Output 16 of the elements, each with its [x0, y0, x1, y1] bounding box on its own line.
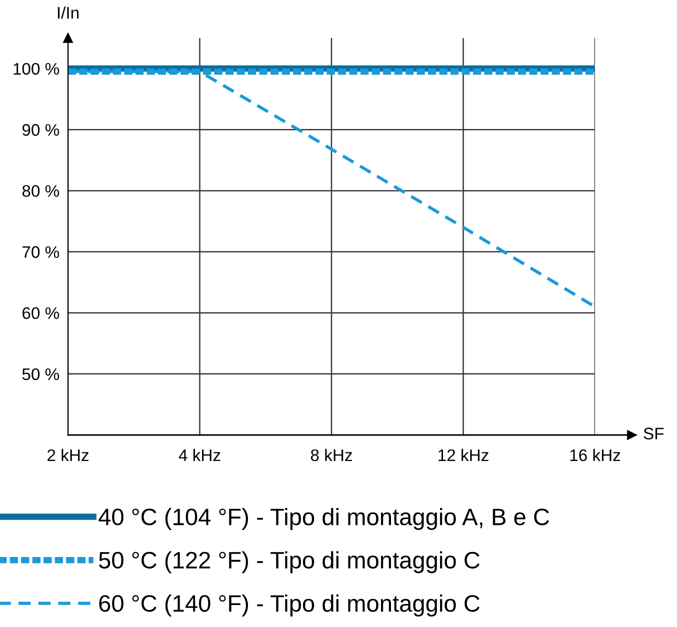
- y-axis-title: I/In: [58, 6, 78, 19]
- y-tick-label: 50 %: [22, 368, 60, 380]
- x-tick-label: 4 kHz: [178, 448, 220, 461]
- y-tick-label: 80 %: [22, 185, 60, 197]
- legend-label: 40 °C (104 °F) - Tipo di montaggio A, B e C: [98, 508, 550, 530]
- x-tick-label: 16 kHz: [570, 448, 620, 462]
- y-tick-label: 70 %: [22, 246, 60, 258]
- x-tick-label: 8 kHz: [310, 448, 352, 462]
- x-axis-title: SF: [644, 428, 664, 440]
- x-tick-label: 2 kHz: [48, 448, 88, 461]
- legend-label: 60 °C (140 °F) - Tipo di montaggio C: [99, 594, 480, 616]
- y-tick-label: 90 %: [22, 124, 60, 136]
- y-tick-label: 100 %: [14, 62, 60, 75]
- legend-label: 50 °C (122 °F) - Tipo di montaggio C: [99, 551, 480, 574]
- y-tick-label: 60 %: [22, 307, 60, 320]
- x-tick-label: 12 kHz: [438, 448, 488, 461]
